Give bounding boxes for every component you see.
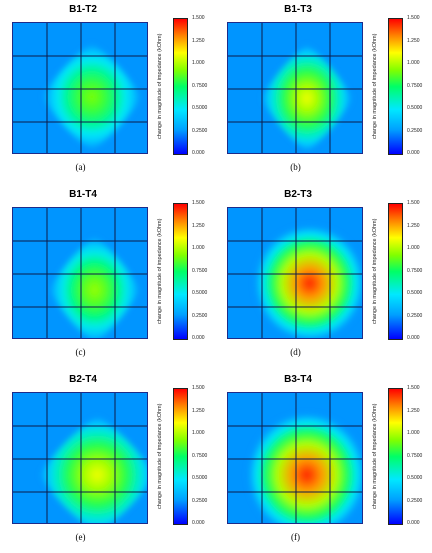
- panel-caption: (f): [291, 532, 300, 542]
- colorbar-tick-label: 0.7500: [407, 452, 423, 459]
- colorbar-ticks: 1.500 1.250 1.000 0.7500 0.5000 0.2500 0.000: [192, 200, 218, 341]
- colorbar-tick-label: 0.7500: [407, 82, 423, 89]
- colorbar-tick-label: 0.2500: [407, 497, 423, 504]
- chart-panel: B1-T4 change in magnitude of impedance (k…: [3, 185, 219, 368]
- colorbar-tick-label: 1.250: [192, 222, 205, 229]
- colorbar-tick-label: 1.000: [192, 430, 205, 436]
- heatmap-plot: [228, 23, 362, 153]
- heatmap-plot: [13, 393, 147, 523]
- panel-caption: (b): [290, 162, 301, 172]
- colorbar-tick-label: 1.000: [192, 60, 205, 66]
- colorbar-tick-label: 0.2500: [407, 127, 423, 134]
- colorbar-tick-label: 1.500: [192, 15, 205, 21]
- chart-title: B3-T4: [284, 374, 312, 385]
- chart-panel: B1-T2 change in magnitude of impedance (k…: [3, 0, 219, 183]
- colorbar-tick-label: 0.7500: [192, 82, 208, 89]
- chart-title: B2-T4: [69, 374, 97, 385]
- colorbar-tick-label: 1.250: [407, 222, 420, 229]
- colorbar-tick-label: 0.000: [407, 150, 420, 156]
- colorbar-tick-label: 1.000: [407, 430, 420, 436]
- colorbar: [388, 18, 403, 155]
- colorbar-tick-label: 0.000: [192, 150, 205, 156]
- colorbar-ticks: 1.500 1.250 1.000 0.7500 0.5000 0.2500 0.000: [192, 385, 218, 526]
- colorbar-ticks: 1.500 1.250 1.000 0.7500 0.5000 0.2500 0.000: [407, 200, 432, 341]
- colorbar-ticks: 1.500 1.250 1.000 0.7500 0.5000 0.2500 0.000: [407, 385, 432, 526]
- colorbar: [388, 203, 403, 340]
- impedance-hotspot: [42, 44, 141, 150]
- chart-panel: B2-T4 change in magnitude of impedance (k…: [3, 370, 219, 553]
- colorbar-tick-label: 0.2500: [192, 312, 208, 319]
- colorbar-label: change in magnitude of impedance (kOhm): [157, 218, 163, 324]
- colorbar-tick-label: 1.500: [192, 385, 205, 391]
- colorbar-tick-label: 0.2500: [192, 127, 208, 134]
- colorbar-label: change in magnitude of impedance (kOhm): [372, 403, 378, 509]
- colorbar: [173, 18, 188, 155]
- colorbar: [173, 203, 188, 340]
- colorbar-tick-label: 0.000: [192, 520, 205, 526]
- heatmap: [227, 207, 363, 339]
- colorbar-tick-label: 0.000: [407, 520, 420, 526]
- colorbar-tick-label: 1.000: [192, 245, 205, 251]
- colorbar-tick-label: 0.5000: [192, 290, 208, 296]
- chart-title: B2-T3: [284, 189, 312, 200]
- impedance-hotspot: [255, 226, 362, 338]
- heatmap-plot: [13, 208, 147, 338]
- colorbar-tick-label: 1.000: [407, 245, 420, 251]
- colorbar-tick-label: 1.250: [192, 37, 205, 44]
- colorbar-tick-label: 0.000: [407, 335, 420, 341]
- colorbar-tick-label: 1.500: [407, 385, 420, 391]
- colorbar-tick-label: 0.5000: [192, 475, 208, 481]
- heatmap: [12, 22, 148, 154]
- chart-title: B1-T4: [69, 189, 97, 200]
- colorbar-tick-label: 0.000: [192, 335, 205, 341]
- colorbar-tick-label: 0.5000: [192, 105, 208, 111]
- heatmap: [227, 392, 363, 524]
- colorbar-label: change in magnitude of impedance (kOhm): [372, 33, 378, 139]
- colorbar-label: change in magnitude of impedance (kOhm): [372, 218, 378, 324]
- impedance-hotspot: [40, 416, 147, 523]
- impedance-hotspot: [262, 45, 352, 152]
- colorbar-tick-label: 1.500: [407, 200, 420, 206]
- colorbar-ticks: 1.500 1.250 1.000 0.7500 0.5000 0.2500 0.000: [407, 15, 432, 156]
- colorbar-ticks: 1.500 1.250 1.000 0.7500 0.5000 0.2500 0.000: [192, 15, 218, 156]
- colorbar-tick-label: 0.2500: [192, 497, 208, 504]
- colorbar: [388, 388, 403, 525]
- colorbar-tick-label: 0.7500: [192, 267, 208, 274]
- colorbar-tick-label: 1.250: [192, 407, 205, 414]
- chart-panel: B2-T3 change in magnitude of impedance (k…: [218, 185, 432, 368]
- colorbar-tick-label: 1.250: [407, 407, 420, 414]
- colorbar-label: change in magnitude of impedance (kOhm): [157, 403, 163, 509]
- colorbar-tick-label: 0.7500: [192, 452, 208, 459]
- panel-caption: (a): [75, 162, 86, 172]
- heatmap: [12, 392, 148, 524]
- colorbar-tick-label: 0.5000: [407, 105, 423, 111]
- heatmap: [227, 22, 363, 154]
- colorbar-tick-label: 1.500: [407, 15, 420, 21]
- colorbar-tick-label: 1.000: [407, 60, 420, 66]
- chart-title: B1-T2: [69, 4, 97, 15]
- panel-caption: (d): [290, 347, 301, 357]
- colorbar-tick-label: 0.5000: [407, 290, 423, 296]
- heatmap-plot: [228, 393, 362, 523]
- colorbar-tick-label: 1.500: [192, 200, 205, 206]
- chart-panel: B3-T4 change in magnitude of impedance (k…: [218, 370, 432, 553]
- colorbar-tick-label: 0.7500: [407, 267, 423, 274]
- chart-panel: B1-T3 change in magnitude of impedance (k…: [218, 0, 432, 183]
- impedance-hotspot: [248, 414, 362, 523]
- panel-caption: (e): [75, 532, 86, 542]
- colorbar: [173, 388, 188, 525]
- chart-title: B1-T3: [284, 4, 312, 15]
- colorbar-label: change in magnitude of impedance (kOhm): [157, 33, 163, 139]
- impedance-hotspot: [49, 237, 140, 338]
- heatmap-plot: [228, 208, 362, 338]
- heatmap-plot: [13, 23, 147, 153]
- colorbar-tick-label: 0.5000: [407, 475, 423, 481]
- heatmap: [12, 207, 148, 339]
- colorbar-tick-label: 1.250: [407, 37, 420, 44]
- colorbar-tick-label: 0.2500: [407, 312, 423, 319]
- panel-caption: (c): [75, 347, 86, 357]
